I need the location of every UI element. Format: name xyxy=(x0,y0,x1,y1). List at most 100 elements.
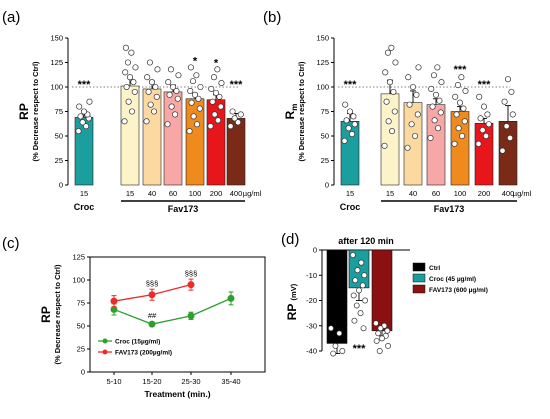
series-point-1 xyxy=(187,281,195,289)
data-point-a-6 xyxy=(229,108,236,115)
data-point-d-2 xyxy=(376,348,383,354)
data-point-a-3 xyxy=(174,95,181,102)
data-point-a-0 xyxy=(76,103,83,110)
significance-a-0: *** xyxy=(78,79,92,91)
data-point-a-1 xyxy=(128,49,135,56)
x-category-label-b-1: 15 xyxy=(386,189,394,198)
data-point-d-1 xyxy=(359,282,366,289)
data-point-a-6 xyxy=(235,119,242,126)
data-point-d-1 xyxy=(353,302,360,309)
x-category-label-a-5: 200 xyxy=(210,189,223,198)
y-tick-label-b: 150 xyxy=(316,34,329,43)
y-tick-label-a: 125 xyxy=(50,58,63,67)
data-point-d-1 xyxy=(352,277,359,284)
y-tick-label-d: 0 xyxy=(313,246,317,255)
bar-d-2 xyxy=(371,249,393,332)
y-tick-label-c: 75 xyxy=(77,299,85,308)
y-tick-label-c: 0 xyxy=(81,368,85,377)
data-point-a-5 xyxy=(212,89,220,96)
y-tick-label-b: 25 xyxy=(321,156,329,165)
data-point-b-5 xyxy=(480,103,488,110)
data-point-b-5 xyxy=(484,111,491,118)
y-tick-label-a: 50 xyxy=(55,132,63,141)
data-point-a-4 xyxy=(187,64,194,71)
data-point-a-2 xyxy=(153,93,160,100)
legend-swatch-d-0 xyxy=(412,262,426,272)
data-point-b-5 xyxy=(483,132,490,140)
x-category-label-a-1: 15 xyxy=(126,189,134,198)
data-point-b-2 xyxy=(415,64,422,71)
bar-b-3 xyxy=(426,104,446,186)
data-point-a-0 xyxy=(75,128,82,135)
data-point-a-5 xyxy=(214,66,221,73)
data-point-a-5 xyxy=(208,85,215,93)
data-point-b-3 xyxy=(435,125,442,132)
data-point-b-6 xyxy=(508,88,515,95)
data-point-a-2 xyxy=(146,59,153,66)
data-point-b-3 xyxy=(436,97,443,104)
data-point-b-5 xyxy=(476,93,483,100)
data-point-a-5 xyxy=(211,111,218,118)
data-point-b-4 xyxy=(459,132,466,140)
bar-a-4 xyxy=(185,98,205,186)
data-point-b-6 xyxy=(499,147,506,154)
data-point-b-2 xyxy=(412,132,419,140)
data-point-b-4 xyxy=(462,87,469,94)
unit-label-b: µg/ml xyxy=(513,189,532,198)
data-point-b-2 xyxy=(414,111,421,118)
data-point-a-4 xyxy=(196,105,203,112)
data-point-a-1 xyxy=(130,79,137,86)
data-point-b-4 xyxy=(455,125,462,132)
y-tick-label-d: -20 xyxy=(306,296,317,305)
data-point-b-2 xyxy=(404,144,411,151)
series-line-0 xyxy=(113,297,232,325)
x-tick-label-c: 15-20 xyxy=(142,377,161,386)
data-point-b-6 xyxy=(501,98,508,105)
significance-b-0: *** xyxy=(344,79,358,91)
data-point-a-4 xyxy=(191,91,199,98)
group-label-fav173-a: Fav173 xyxy=(168,204,199,214)
y-tick-label-b: 50 xyxy=(321,132,329,141)
data-point-d-2 xyxy=(379,335,385,342)
legend-swatch-d-1 xyxy=(412,273,426,283)
data-point-b-5 xyxy=(485,121,492,128)
data-point-a-3 xyxy=(169,83,177,91)
data-point-b-2 xyxy=(408,121,415,128)
data-point-b-1 xyxy=(390,88,397,95)
data-point-b-4 xyxy=(453,111,460,118)
significance-c-1-2: §§§ xyxy=(185,269,198,278)
data-point-a-4 xyxy=(197,83,204,91)
data-point-a-3 xyxy=(173,87,180,94)
data-point-b-1 xyxy=(386,79,394,86)
x-category-label-b-5: 200 xyxy=(478,189,491,198)
data-point-a-5 xyxy=(207,123,214,130)
data-point-d-1 xyxy=(358,259,365,266)
data-point-a-4 xyxy=(193,72,200,79)
data-point-a-0 xyxy=(80,108,88,115)
data-point-d-2 xyxy=(375,330,382,337)
data-point-a-5 xyxy=(216,93,223,100)
data-point-d-2 xyxy=(372,320,379,327)
x-category-label-b-6: 400 xyxy=(502,189,515,198)
x-tick-label-c: 35-40 xyxy=(221,377,240,386)
x-tick-label-c: 5-10 xyxy=(106,377,121,386)
data-point-b-3 xyxy=(431,117,438,124)
data-point-a-2 xyxy=(151,108,158,115)
data-point-b-0 xyxy=(341,137,348,144)
significance-c-1-1: §§§ xyxy=(146,279,159,288)
y-tick-label-b: 125 xyxy=(316,58,329,67)
group-label-croc-a: Croc xyxy=(74,202,95,212)
series-point-0 xyxy=(227,294,235,302)
plot-frame-c xyxy=(89,256,266,373)
panel-label-d: (d) xyxy=(281,231,299,248)
x-axis-label-c: Treatment (min.) xyxy=(144,389,210,399)
data-point-d-0 xyxy=(339,348,346,354)
data-point-b-1 xyxy=(388,44,395,51)
significance-d-1: *** xyxy=(353,343,367,355)
legend-label-d-2: FAV173 (600 µg/ml) xyxy=(429,287,488,294)
data-point-a-5 xyxy=(217,103,224,110)
data-point-a-0 xyxy=(79,119,86,126)
data-point-b-6 xyxy=(507,134,514,142)
y-tick-label-b: 75 xyxy=(321,107,329,116)
data-point-a-3 xyxy=(172,111,179,118)
